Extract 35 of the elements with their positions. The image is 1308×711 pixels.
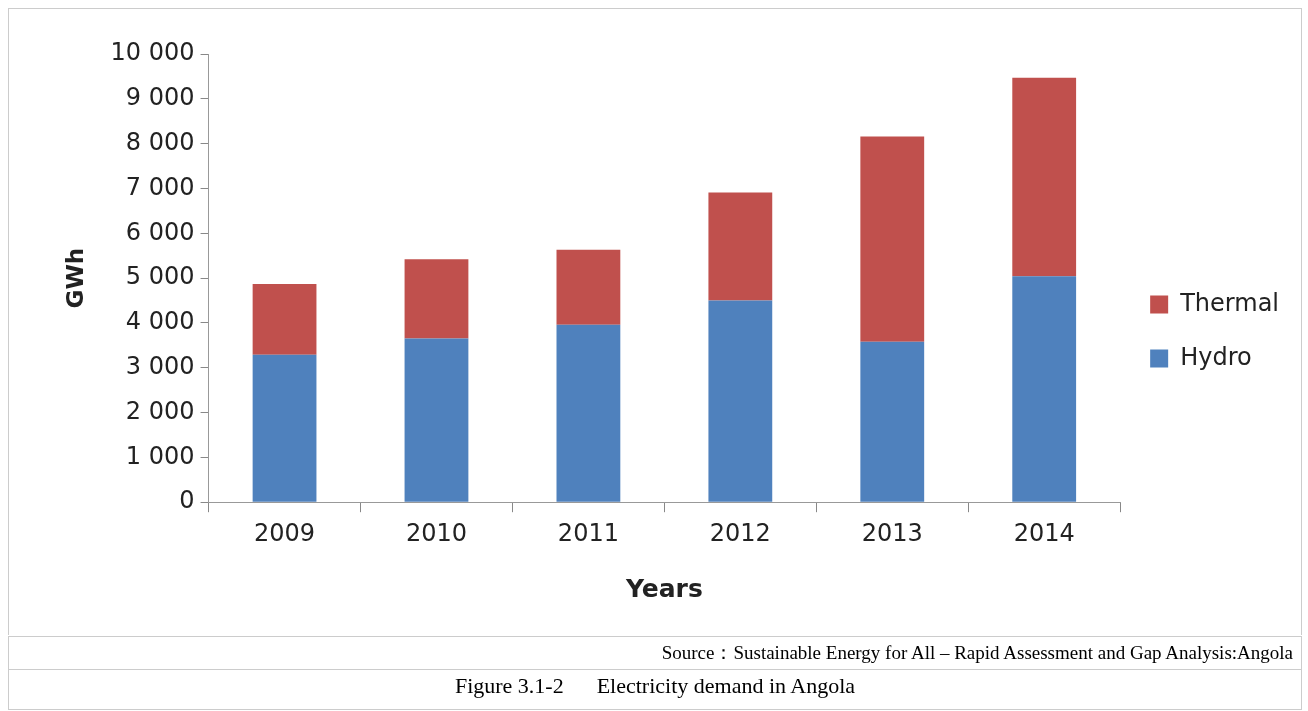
y-tick-label: 2 000: [125, 396, 195, 425]
x-tick-label: 2010: [405, 518, 468, 547]
y-tick-label: 4 000: [125, 307, 195, 336]
bar: [252, 354, 317, 502]
bar: [556, 324, 621, 502]
y-tick-label: 3 000: [125, 351, 195, 380]
bar: [252, 283, 317, 355]
x-tick-label: 2009: [254, 518, 316, 547]
y-tick-label: 7 000: [125, 172, 195, 201]
bar: [860, 136, 925, 342]
text: Figure 3.1-2 Electricity demand in Angola: [8, 669, 1302, 710]
y-tick-label: 10 000: [110, 38, 195, 67]
y-tick-label: 5 000: [125, 262, 195, 291]
y-tick-label: 6 000: [125, 217, 195, 246]
x-tick-label: 2014: [1013, 518, 1075, 547]
legend-label: Hydro: [1180, 342, 1252, 371]
bar: [1012, 77, 1077, 277]
bar: [860, 341, 925, 502]
x-tick-label: 2012: [709, 518, 771, 547]
bar: [708, 300, 773, 502]
y-tick-label: 0: [179, 486, 195, 515]
x-tick-label: 2011: [557, 518, 619, 547]
y-tick-label: 1 000: [125, 441, 195, 470]
bar: [1012, 276, 1077, 502]
source-note: Source：Sustainable Energy for All – Rapid Assessment and Gap Analysis:Angola: [8, 636, 1302, 670]
legend-label: Thermal: [1179, 288, 1280, 317]
x-tick-label: 2013: [861, 518, 923, 547]
x-axis-title: Years: [624, 573, 703, 603]
y-tick-label: 9 000: [125, 83, 195, 112]
y-axis-title: GWh: [61, 247, 88, 309]
bar: [556, 249, 621, 325]
y-tick-label: 8 000: [125, 127, 195, 156]
bar: [404, 259, 469, 339]
bar: [404, 338, 469, 502]
bar: [708, 192, 773, 301]
